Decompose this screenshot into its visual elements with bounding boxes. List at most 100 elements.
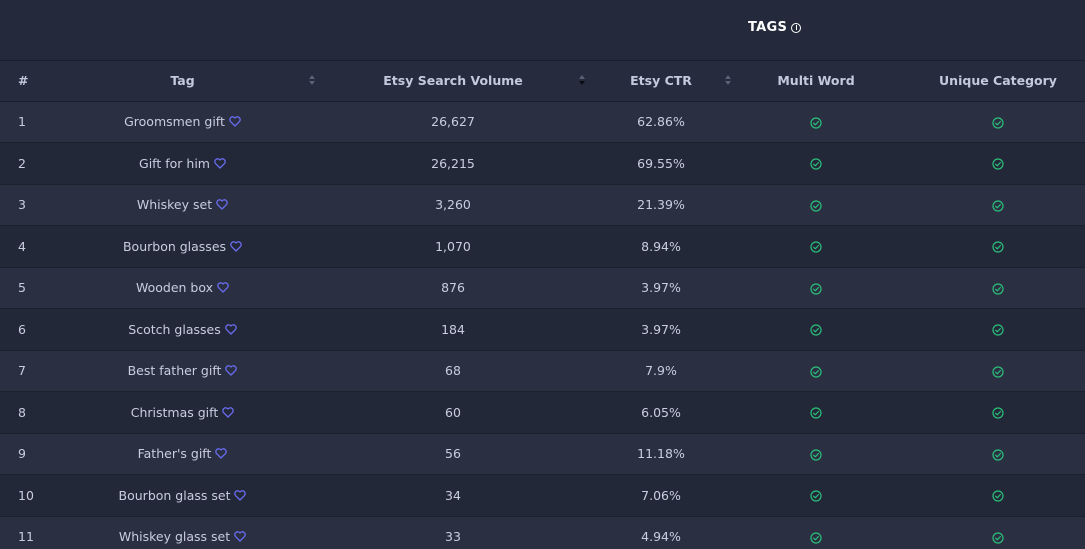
search-volume-cell: 184 bbox=[441, 321, 465, 337]
unique-category-cell bbox=[911, 392, 1085, 434]
unique-category-cell bbox=[911, 516, 1085, 549]
table-row[interactable]: 4 Bourbon glasses 1,070 8.94% bbox=[0, 225, 1085, 268]
multi-word-cell bbox=[721, 309, 911, 351]
ctr-cell: 62.86% bbox=[637, 114, 685, 130]
multi-word-cell bbox=[721, 350, 911, 392]
unique-category-cell bbox=[911, 267, 1085, 309]
heart-outline-icon bbox=[234, 531, 246, 542]
tag-name[interactable]: Wooden box bbox=[135, 280, 214, 296]
table-row[interactable]: 8 Christmas gift 60 6.05% bbox=[0, 391, 1085, 434]
sort-desc-icon[interactable] bbox=[579, 74, 585, 88]
check-circle-icon bbox=[810, 114, 822, 129]
table-row[interactable]: 6 Scotch glasses 184 3.97% bbox=[0, 308, 1085, 351]
ctr-cell: 7.9% bbox=[645, 363, 677, 379]
search-volume-cell: 1,070 bbox=[435, 238, 471, 254]
column-header-num: # bbox=[0, 61, 60, 102]
table-header-row: # Tag Etsy Search Volume Etsy CTR Multi … bbox=[0, 61, 1085, 102]
tag-name[interactable]: Father's gift bbox=[137, 446, 212, 462]
search-volume-cell: 34 bbox=[445, 487, 461, 503]
heart-outline-icon[interactable] bbox=[230, 488, 247, 503]
heart-outline-icon bbox=[214, 157, 226, 169]
info-icon[interactable] bbox=[791, 22, 802, 33]
tag-name[interactable]: Gift for him bbox=[139, 155, 210, 171]
table-row[interactable]: 2 Gift for him 26,215 69.55% bbox=[0, 142, 1085, 185]
column-header-tag-label: Tag bbox=[170, 73, 195, 89]
unique-category-cell bbox=[911, 475, 1085, 517]
search-volume-cell: 33 bbox=[445, 529, 461, 545]
multi-word-cell bbox=[721, 433, 911, 475]
tag-cell: Whiskey glass set bbox=[60, 516, 305, 549]
search-volume-cell: 26,215 bbox=[431, 155, 475, 171]
tag-cell: Best father gift bbox=[60, 350, 305, 392]
check-circle-icon bbox=[992, 322, 1004, 337]
tag-name[interactable]: Whiskey glass set bbox=[118, 529, 231, 545]
table-row[interactable]: 3 Whiskey set 3,260 21.39% bbox=[0, 184, 1085, 226]
tag-name[interactable]: Christmas gift bbox=[130, 404, 219, 420]
column-header-volume[interactable]: Etsy Search Volume bbox=[305, 61, 601, 102]
tag-name[interactable]: Groomsmen gift bbox=[124, 114, 225, 130]
check-circle-icon bbox=[810, 197, 822, 212]
heart-outline-icon[interactable] bbox=[213, 280, 229, 295]
tag-name[interactable]: Bourbon glass set bbox=[118, 487, 231, 503]
check-circle-icon bbox=[810, 280, 822, 295]
ctr-cell: 7.06% bbox=[641, 487, 681, 503]
multi-word-cell bbox=[721, 184, 911, 226]
search-volume-cell: 3,260 bbox=[435, 197, 471, 213]
heart-outline-icon[interactable] bbox=[221, 363, 238, 378]
column-header-ctr[interactable]: Etsy CTR bbox=[601, 61, 731, 102]
row-number: 1 bbox=[18, 114, 26, 130]
check-circle-icon bbox=[810, 529, 822, 544]
row-number: 8 bbox=[18, 404, 26, 420]
tag-cell: Bourbon glass set bbox=[60, 475, 305, 517]
tag-cell: Father's gift bbox=[60, 433, 305, 475]
table-row[interactable]: 10 Bourbon glass set 34 7.06% bbox=[0, 474, 1085, 517]
column-header-tag[interactable]: Tag bbox=[60, 61, 315, 102]
table-row[interactable]: 7 Best father gift 68 7.9% bbox=[0, 350, 1085, 392]
check-circle-icon bbox=[810, 488, 822, 503]
ctr-cell: 3.97% bbox=[641, 321, 681, 337]
multi-word-cell bbox=[721, 143, 911, 185]
tag-name[interactable]: Whiskey set bbox=[136, 197, 213, 213]
row-number: 7 bbox=[18, 363, 26, 379]
heart-outline-icon[interactable] bbox=[225, 114, 241, 129]
check-circle-icon bbox=[992, 405, 1004, 420]
row-number: 6 bbox=[18, 321, 26, 337]
unique-category-cell bbox=[911, 226, 1085, 268]
table-row[interactable]: 9 Father's gift 56 11.18% bbox=[0, 433, 1085, 475]
row-number: 5 bbox=[18, 280, 26, 296]
section-title: TAGS bbox=[748, 20, 802, 35]
multi-word-cell bbox=[721, 516, 911, 549]
check-circle-icon bbox=[810, 156, 822, 171]
tag-cell: Wooden box bbox=[60, 267, 305, 309]
tag-name[interactable]: Bourbon glasses bbox=[122, 238, 227, 254]
heart-outline-icon[interactable] bbox=[230, 529, 246, 544]
tag-cell: Bourbon glasses bbox=[60, 226, 305, 268]
heart-outline-icon[interactable] bbox=[211, 446, 228, 461]
ctr-cell: 6.05% bbox=[641, 404, 681, 420]
search-volume-cell: 60 bbox=[445, 404, 461, 420]
row-number: 10 bbox=[18, 487, 34, 503]
column-header-volume-label: Etsy Search Volume bbox=[383, 73, 523, 89]
tag-name[interactable]: Best father gift bbox=[127, 363, 222, 379]
heart-outline-icon[interactable] bbox=[218, 405, 235, 420]
tag-name[interactable]: Scotch glasses bbox=[128, 321, 221, 337]
multi-word-cell bbox=[721, 226, 911, 268]
heart-outline-icon[interactable] bbox=[221, 322, 237, 337]
column-header-unique-category: Unique Category bbox=[911, 61, 1085, 102]
check-circle-icon bbox=[810, 405, 822, 420]
tag-cell: Scotch glasses bbox=[60, 309, 305, 351]
heart-outline-icon[interactable] bbox=[212, 197, 228, 212]
ctr-cell: 3.97% bbox=[641, 280, 681, 296]
unique-category-cell bbox=[911, 143, 1085, 185]
heart-outline-icon[interactable] bbox=[226, 239, 242, 254]
check-circle-icon bbox=[992, 446, 1004, 461]
heart-outline-icon[interactable] bbox=[210, 156, 226, 171]
section-header: TAGS bbox=[0, 0, 1085, 61]
tag-cell: Gift for him bbox=[60, 143, 305, 185]
table-row[interactable]: 11 Whiskey glass set 33 4.94% bbox=[0, 516, 1085, 549]
check-circle-icon bbox=[992, 156, 1004, 171]
table-row[interactable]: 1 Groomsmen gift 26,627 62.86% bbox=[0, 101, 1085, 143]
table-row[interactable]: 5 Wooden box 876 3.97% bbox=[0, 267, 1085, 309]
multi-word-cell bbox=[721, 267, 911, 309]
